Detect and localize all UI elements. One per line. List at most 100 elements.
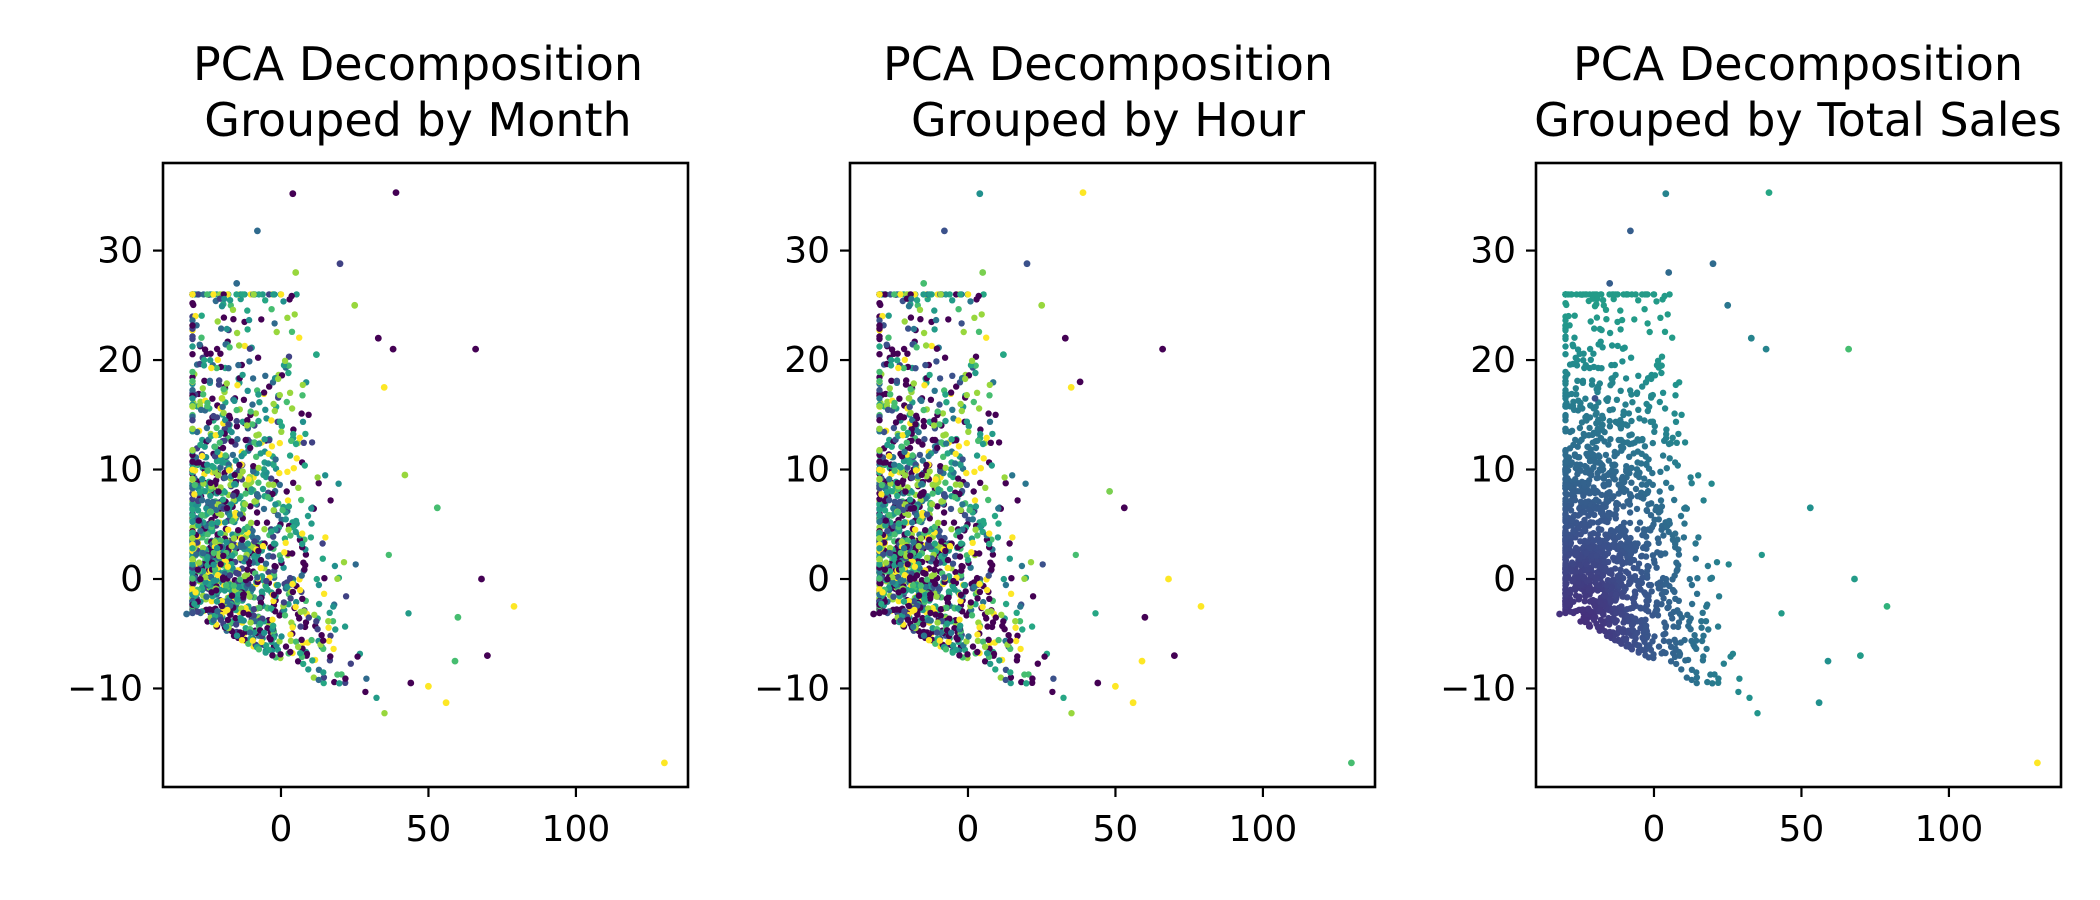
scatter-point bbox=[947, 389, 955, 396]
scatter-point bbox=[885, 312, 892, 319]
scatter-point bbox=[210, 617, 217, 624]
scatter-point bbox=[1715, 675, 1722, 682]
scatter-point bbox=[240, 591, 247, 598]
axes-frame bbox=[1534, 161, 2063, 789]
scatter-point bbox=[1713, 559, 1721, 566]
scatter-point bbox=[1708, 480, 1715, 487]
scatter-point bbox=[226, 297, 234, 304]
scatter-point bbox=[943, 440, 950, 447]
scatter-point bbox=[1583, 617, 1590, 624]
scatter-point bbox=[925, 617, 932, 624]
y-tick-label: 10 bbox=[784, 450, 830, 491]
scatter-point bbox=[201, 356, 208, 364]
scatter-point bbox=[921, 382, 928, 389]
scatter-point bbox=[322, 472, 329, 479]
scatter-point bbox=[1562, 475, 1569, 482]
scatter-point bbox=[876, 568, 883, 576]
scatter-point bbox=[1590, 530, 1597, 537]
scatter-point bbox=[952, 568, 959, 576]
scatter-point bbox=[944, 556, 952, 564]
scatter-point bbox=[1613, 609, 1620, 617]
scatter-point bbox=[1581, 364, 1588, 372]
scatter-point-outlier bbox=[2034, 759, 2041, 767]
scatter-point bbox=[305, 666, 312, 673]
scatter-point bbox=[1593, 409, 1600, 417]
scatter-point bbox=[331, 562, 339, 570]
scatter-points bbox=[1556, 189, 2041, 767]
scatter-point bbox=[922, 342, 930, 349]
scatter-point bbox=[249, 527, 256, 535]
scatter-point bbox=[189, 417, 196, 424]
scatter-point bbox=[1662, 624, 1669, 631]
scatter-point bbox=[1623, 606, 1631, 613]
scatter-point bbox=[1562, 545, 1569, 552]
scatter-point bbox=[960, 328, 967, 336]
scatter-point bbox=[225, 365, 232, 372]
scatter-point bbox=[1018, 562, 1026, 570]
scatter-point bbox=[1628, 391, 1635, 398]
scatter-point bbox=[969, 539, 976, 546]
scatter-point bbox=[900, 506, 907, 513]
scatter-point bbox=[1707, 575, 1714, 582]
scatter-point bbox=[247, 519, 255, 526]
scatter-point bbox=[946, 485, 954, 493]
scatter-point bbox=[1688, 676, 1695, 684]
scatter-point bbox=[1562, 322, 1569, 329]
scatter-point bbox=[1667, 643, 1675, 650]
scatter-point bbox=[308, 505, 315, 512]
scatter-point bbox=[937, 468, 944, 475]
scatter-point bbox=[898, 443, 906, 451]
scatter-point bbox=[1778, 610, 1785, 617]
scatter-point bbox=[288, 437, 295, 444]
scatter-point bbox=[1643, 597, 1650, 605]
scatter-point bbox=[308, 636, 315, 644]
scatter-point bbox=[1577, 498, 1585, 505]
scatter-point bbox=[215, 472, 222, 479]
scatter-point bbox=[979, 603, 986, 611]
scatter-point bbox=[201, 346, 209, 353]
scatter-point bbox=[1647, 512, 1655, 519]
scatter-point bbox=[1655, 539, 1662, 546]
scatter-point bbox=[199, 476, 206, 483]
scatter-point bbox=[1704, 678, 1711, 686]
scatter-point bbox=[1576, 593, 1583, 600]
scatter-point bbox=[985, 410, 992, 417]
scatter-point bbox=[247, 444, 254, 452]
scatter-point bbox=[283, 488, 290, 495]
scatter-point bbox=[933, 358, 940, 365]
scatter-point bbox=[246, 593, 253, 600]
scatter-point bbox=[300, 439, 307, 446]
scatter-point bbox=[1601, 592, 1609, 599]
scatter-point bbox=[915, 592, 923, 599]
scatter-point bbox=[928, 501, 936, 508]
scatter-point bbox=[1617, 540, 1625, 547]
scatter-point bbox=[220, 386, 227, 393]
scatter-point bbox=[876, 579, 883, 587]
scatter-point bbox=[1669, 334, 1676, 341]
scatter-point bbox=[911, 616, 919, 624]
scatter-point bbox=[1687, 474, 1694, 481]
scatter-point bbox=[1660, 631, 1667, 638]
scatter-point bbox=[1649, 481, 1657, 488]
scatter-point bbox=[207, 479, 214, 487]
scatter-point bbox=[890, 593, 897, 600]
scatter-point bbox=[1657, 583, 1664, 590]
scatter-point-outlier bbox=[1724, 301, 1732, 309]
scatter-point bbox=[1619, 345, 1627, 352]
scatter-point bbox=[1007, 637, 1014, 644]
scatter-point bbox=[1601, 428, 1608, 436]
scatter-point-outlier bbox=[1845, 345, 1852, 353]
scatter-point bbox=[239, 291, 246, 298]
scatter-point bbox=[1620, 503, 1627, 510]
scatter-point bbox=[1572, 550, 1580, 557]
scatter-point bbox=[1652, 506, 1659, 514]
scatter-point bbox=[1692, 540, 1699, 547]
scatter-point bbox=[946, 615, 953, 622]
scatter-point bbox=[987, 660, 994, 668]
scatter-point-outlier bbox=[401, 471, 409, 479]
scatter-point bbox=[1577, 467, 1584, 474]
scatter-point bbox=[1008, 575, 1015, 582]
scatter-point bbox=[876, 545, 883, 552]
scatter-point bbox=[1608, 342, 1616, 349]
scatter-point-outlier bbox=[1762, 345, 1770, 353]
